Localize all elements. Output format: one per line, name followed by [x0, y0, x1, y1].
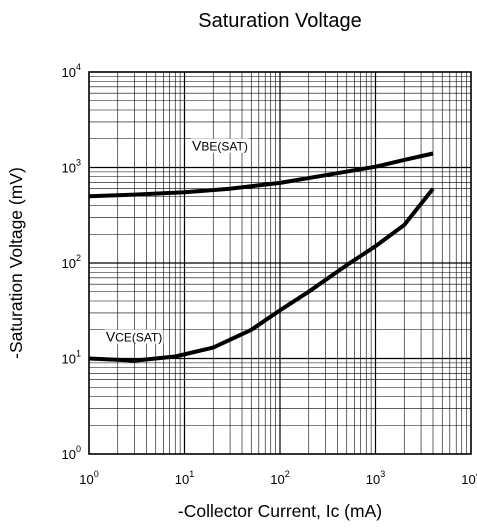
y-tick-label: 103 — [62, 158, 81, 176]
y-tick-label: 104 — [62, 62, 81, 80]
series-label-vbe-sat: VBE(SAT) — [192, 138, 248, 154]
x-tick-label: 103 — [366, 469, 385, 487]
series-labels: VBE(SAT) VCE(SAT) — [104, 138, 249, 345]
x-tick-label: 101 — [175, 469, 194, 487]
y-tick-label: 100 — [62, 444, 81, 462]
x-tick-label: 102 — [270, 469, 289, 487]
series-lines — [88, 151, 435, 363]
x-tick-label: 104 — [461, 469, 477, 487]
series-line-vce-sat — [88, 187, 435, 363]
series-label-background — [104, 329, 164, 344]
x-tick-label: 100 — [79, 469, 98, 487]
y-axis-ticks: 100 101 102 103 104 — [62, 62, 81, 462]
y-tick-label: 102 — [62, 253, 81, 271]
series-label-background — [191, 138, 249, 153]
x-axis-label: -Collector Current, Ic (mA) — [178, 501, 382, 521]
series-label-vce-sat: VCE(SAT) — [106, 329, 162, 345]
plot-area-frame — [88, 71, 472, 455]
series-line-vbe-sat — [88, 151, 434, 199]
x-axis-ticks: 100 101 102 103 104 — [79, 469, 477, 487]
grid — [89, 72, 471, 454]
y-axis-label: -Saturation Voltage (mV) — [6, 167, 26, 359]
y-tick-label: 101 — [62, 349, 81, 367]
chart-title: Saturation Voltage — [198, 10, 361, 32]
